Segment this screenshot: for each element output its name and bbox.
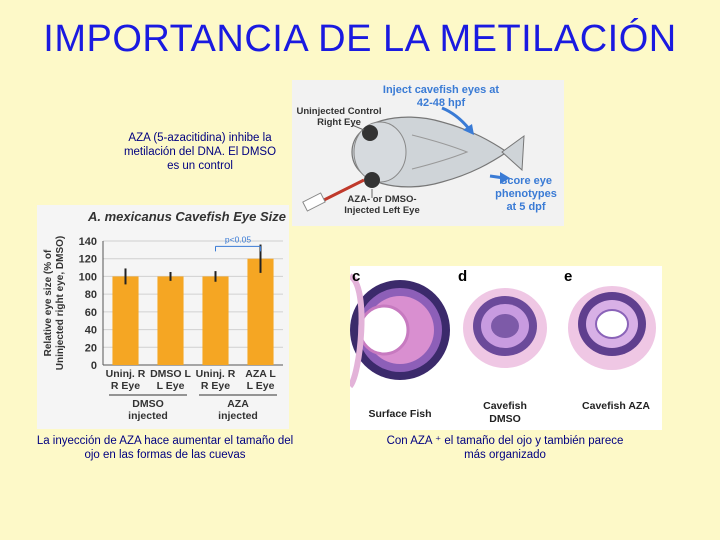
y-axis-label-line: Relative eye size (% of	[43, 249, 54, 356]
label-cavefish-aza: Cavefish AZA	[582, 400, 650, 412]
page-title: IMPORTANCIA DE LA METILACIÓN	[43, 18, 677, 60]
chart-title: A. mexicanus Cavefish Eye Size	[87, 209, 286, 224]
group-label: DMSO	[132, 398, 164, 410]
group-label: injected	[128, 410, 168, 422]
p-value-annotation: p<0.05	[225, 234, 252, 244]
bar	[202, 276, 229, 365]
label-cavefish-dmso: Cavefish DMSO	[483, 400, 527, 425]
eye-size-chart: A. mexicanus Cavefish Eye Size Relative e…	[37, 205, 289, 429]
y-tick-label: 60	[85, 307, 97, 319]
x-tick-label: R Eye	[111, 380, 140, 392]
x-tick-label: L Eye	[247, 380, 275, 392]
bar	[247, 258, 274, 365]
fish-illustration	[302, 106, 525, 212]
y-tick-label: 80	[85, 289, 97, 301]
histology-images	[350, 266, 662, 394]
panel-letter-c: c	[352, 268, 361, 285]
inject-label: Inject cavefish eyes at 42-48 hpf	[382, 84, 500, 109]
y-tick-label: 40	[85, 325, 97, 337]
y-axis-label-line: Uninjected right eye, DMSO)	[55, 236, 66, 370]
bar	[157, 276, 184, 365]
x-tick-label: DMSO L	[150, 368, 191, 380]
aza-note: AZA (5-azacitidina) inhibe la metilación…	[123, 132, 277, 172]
histology-panel: c d e Surface Fish Cavefish DMSO Cavefis…	[350, 266, 662, 430]
bar	[112, 276, 139, 365]
label-surface-fish: Surface Fish	[368, 408, 432, 420]
x-tick-label: Uninj. R	[106, 368, 146, 380]
chart-svg: A. mexicanus Cavefish Eye Size Relative e…	[43, 209, 286, 422]
x-tick-label: L Eye	[157, 380, 185, 392]
injected-label: AZA- or DMSO- Injected Left Eye	[344, 194, 420, 216]
score-label: Score eye phenotypes at 5 dpf	[495, 175, 557, 213]
chart-caption: La inyección de AZA hace aumentar el tam…	[36, 435, 294, 461]
panel-letter-e: e	[564, 268, 573, 285]
y-tick-label: 0	[91, 360, 97, 372]
injection-diagram: Inject cavefish eyes at 42-48 hpf Uninje…	[292, 80, 564, 226]
histology-caption: Con AZA ⁺ el tamaño del ojo y también pa…	[386, 435, 624, 461]
y-tick-label: 120	[79, 254, 97, 266]
y-axis-label: Relative eye size (% ofUninjected right …	[43, 236, 66, 370]
y-tick-label: 140	[79, 236, 97, 248]
y-tick-label: 20	[85, 342, 97, 354]
x-tick-label: Uninj. R	[196, 368, 236, 380]
x-tick-label: AZA L	[245, 368, 276, 380]
group-label: injected	[218, 410, 258, 422]
panel-letter-d: d	[458, 268, 468, 285]
group-label: AZA	[227, 398, 249, 410]
x-tick-label: R Eye	[201, 380, 230, 392]
y-tick-label: 100	[79, 271, 97, 283]
uninjected-label: Uninjected Control Right Eye	[296, 106, 382, 128]
